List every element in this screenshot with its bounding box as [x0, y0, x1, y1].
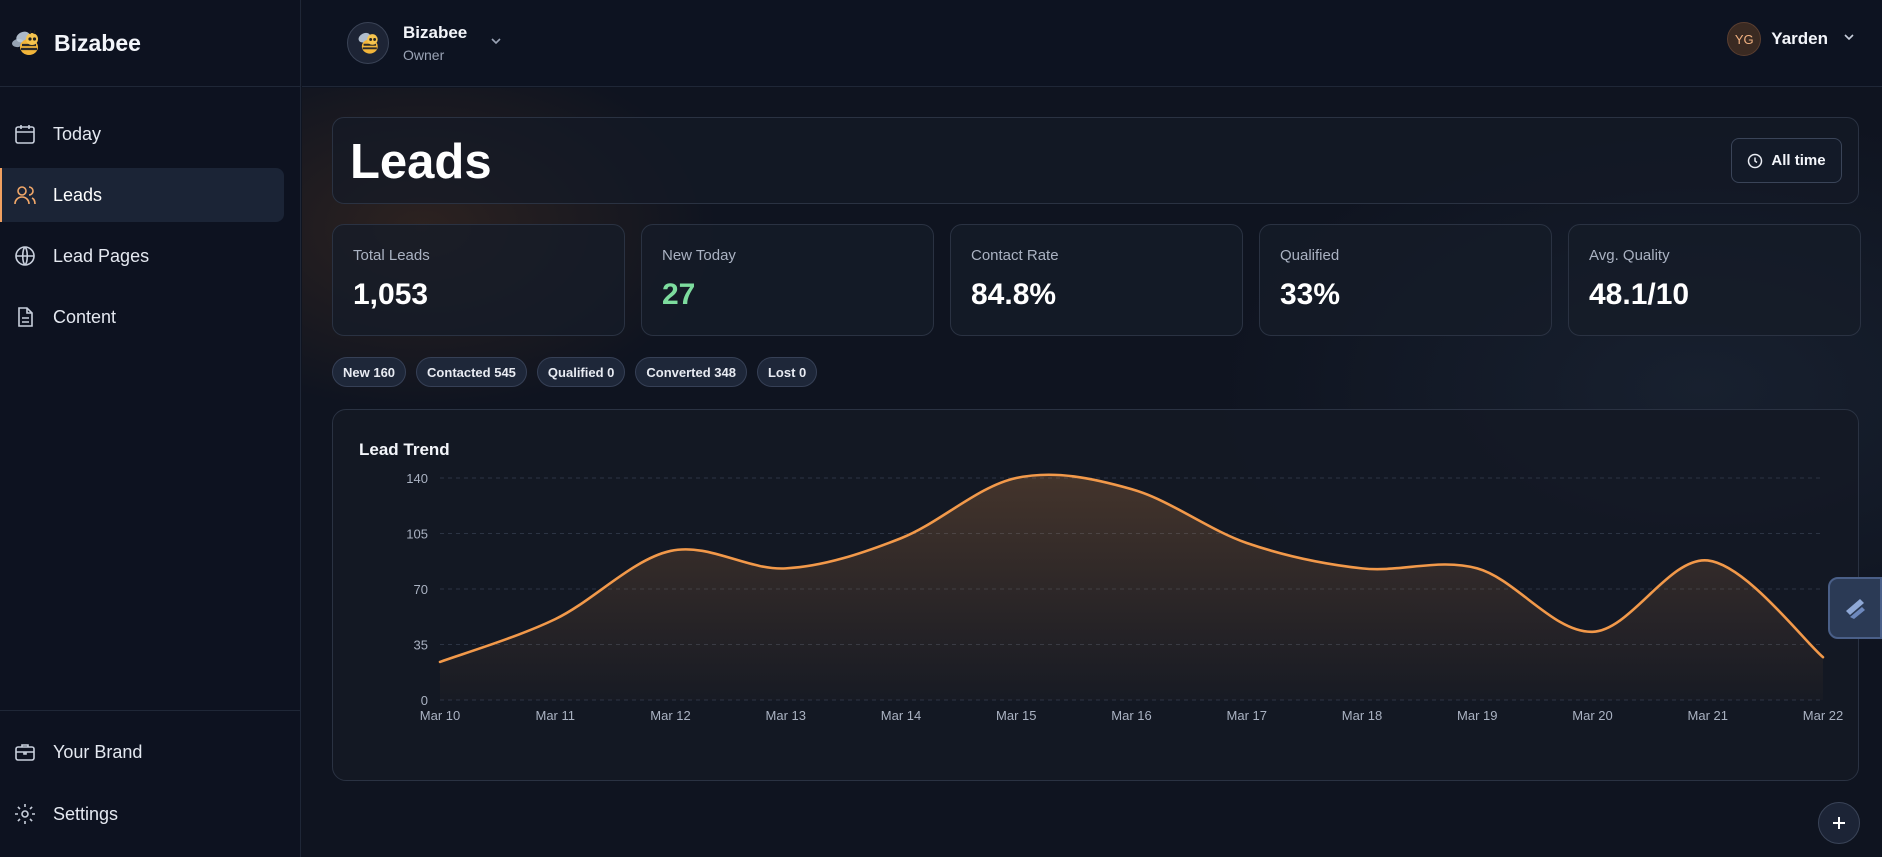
x-tick-label: Mar 19	[1457, 708, 1497, 723]
brand-name: Bizabee	[54, 29, 141, 56]
org-role: Owner	[403, 47, 445, 63]
stat-value: 84.8%	[971, 278, 1057, 311]
status-chip-converted[interactable]: Converted 348	[635, 357, 747, 387]
x-tick-label: Mar 21	[1688, 708, 1728, 723]
org-name: Bizabee	[403, 23, 468, 42]
x-tick-label: Mar 18	[1342, 708, 1382, 723]
y-tick-label: 35	[414, 638, 428, 653]
stat-label: Avg. Quality	[1589, 247, 1670, 264]
chevron-down-icon	[489, 34, 503, 53]
plus-icon	[1833, 817, 1845, 829]
user-name: Yarden	[1771, 29, 1828, 48]
lead-trend-chart: 0 35 70 105 140 Mar 10 Mar 11 Mar 12 Mar 13 Mar 1…	[406, 471, 1843, 723]
side-widget-button[interactable]	[1828, 577, 1882, 639]
status-chip-contacted[interactable]: Contacted 545	[416, 357, 527, 387]
status-chip-qualified[interactable]: Qualified 0	[536, 357, 626, 387]
status-chip-lost[interactable]: Lost 0	[756, 357, 818, 387]
stat-card-avg-quality: Avg. Quality 48.1/10	[1568, 224, 1861, 336]
series-area	[440, 474, 1823, 700]
stat-card-qualified: Qualified 33%	[1259, 224, 1552, 336]
time-filter-label: All time	[1771, 152, 1826, 169]
sidebar-item-today[interactable]: Today	[0, 107, 284, 161]
stat-value: 48.1/10	[1589, 278, 1690, 311]
stat-card-total-leads: Total Leads 1,053	[332, 224, 625, 336]
users-icon	[12, 182, 38, 208]
org-avatar	[347, 22, 389, 64]
stat-card-contact-rate: Contact Rate 84.8%	[950, 224, 1243, 336]
sidebar-item-label: Leads	[53, 184, 103, 205]
x-tick-label: Mar 13	[766, 708, 806, 723]
stat-card-new-today: New Today 27	[641, 224, 934, 336]
x-tick-label: Mar 12	[650, 708, 690, 723]
user-menu[interactable]: YG Yarden	[1727, 22, 1856, 56]
globe-icon	[12, 243, 38, 269]
y-tick-label: 105	[406, 527, 428, 542]
x-tick-label: Mar 11	[536, 708, 576, 723]
y-tick-label: 0	[421, 693, 428, 708]
slash-logo-icon	[1846, 599, 1865, 619]
brand[interactable]: Bizabee	[0, 0, 300, 87]
bee-logo-icon	[12, 29, 38, 55]
x-tick-label: Mar 10	[420, 708, 460, 723]
stat-label: Contact Rate	[971, 247, 1059, 264]
chart-title: Lead Trend	[359, 440, 450, 459]
main-nav: Today Leads Lead Pages Content	[0, 87, 300, 344]
x-tick-label: Mar 20	[1572, 708, 1612, 723]
x-tick-label: Mar 14	[881, 708, 921, 723]
stat-value: 1,053	[353, 278, 429, 311]
x-tick-label: Mar 16	[1111, 708, 1151, 723]
avatar: YG	[1727, 22, 1762, 56]
org-switcher[interactable]: Bizabee Owner	[347, 22, 503, 64]
sidebar-item-content[interactable]: Content	[0, 290, 284, 344]
stat-value: 33%	[1280, 278, 1341, 311]
stat-label: Qualified	[1280, 247, 1340, 264]
briefcase-icon	[12, 739, 38, 765]
sidebar-item-label: Settings	[53, 803, 119, 824]
topbar: Bizabee Owner YG Yarden	[302, 0, 1882, 87]
stat-label: New Today	[662, 247, 736, 264]
stat-value: 27	[662, 278, 696, 311]
document-icon	[12, 304, 38, 330]
sidebar-item-settings[interactable]: Settings	[0, 787, 284, 841]
x-tick-label: Mar 22	[1803, 708, 1843, 723]
time-filter-button[interactable]: All time	[1731, 138, 1842, 183]
x-tick-label: Mar 17	[1227, 708, 1267, 723]
sidebar-item-your-brand[interactable]: Your Brand	[0, 725, 284, 779]
status-filter-chips: New 160 Contacted 545 Qualified 0 Conver…	[332, 357, 818, 387]
add-button[interactable]	[1818, 802, 1860, 844]
page-title: Leads	[350, 135, 492, 189]
stat-label: Total Leads	[353, 247, 430, 264]
sidebar-item-leads[interactable]: Leads	[0, 168, 284, 222]
y-tick-label: 140	[406, 471, 428, 486]
bee-logo-icon	[358, 32, 378, 54]
sidebar-item-label: Your Brand	[53, 741, 143, 762]
chevron-down-icon	[1842, 30, 1856, 49]
sidebar-item-label: Today	[53, 123, 102, 144]
lead-trend-card: Lead Trend 0 35 70 105 140 Mar 10 Mar 11 Mar 12…	[332, 409, 1859, 781]
gear-icon	[12, 801, 38, 827]
sidebar-item-label: Lead Pages	[53, 245, 150, 266]
sidebar-bottom-nav: Your Brand Settings	[0, 710, 300, 849]
x-tick-label: Mar 15	[996, 708, 1036, 723]
stats-row: Total Leads 1,053 New Today 27 Contact R…	[332, 224, 1861, 336]
status-chip-new[interactable]: New 160	[332, 357, 407, 387]
page-header: Leads All time	[332, 117, 1859, 204]
sidebar: Bizabee Today Leads Lead Pages Content	[0, 0, 301, 857]
main-content: Leads All time Total Leads 1,053 New Tod…	[302, 88, 1882, 857]
clock-icon	[1747, 153, 1763, 169]
calendar-icon	[12, 121, 38, 147]
sidebar-item-label: Content	[53, 306, 117, 327]
sidebar-item-lead-pages[interactable]: Lead Pages	[0, 229, 284, 283]
y-tick-label: 70	[414, 582, 428, 597]
